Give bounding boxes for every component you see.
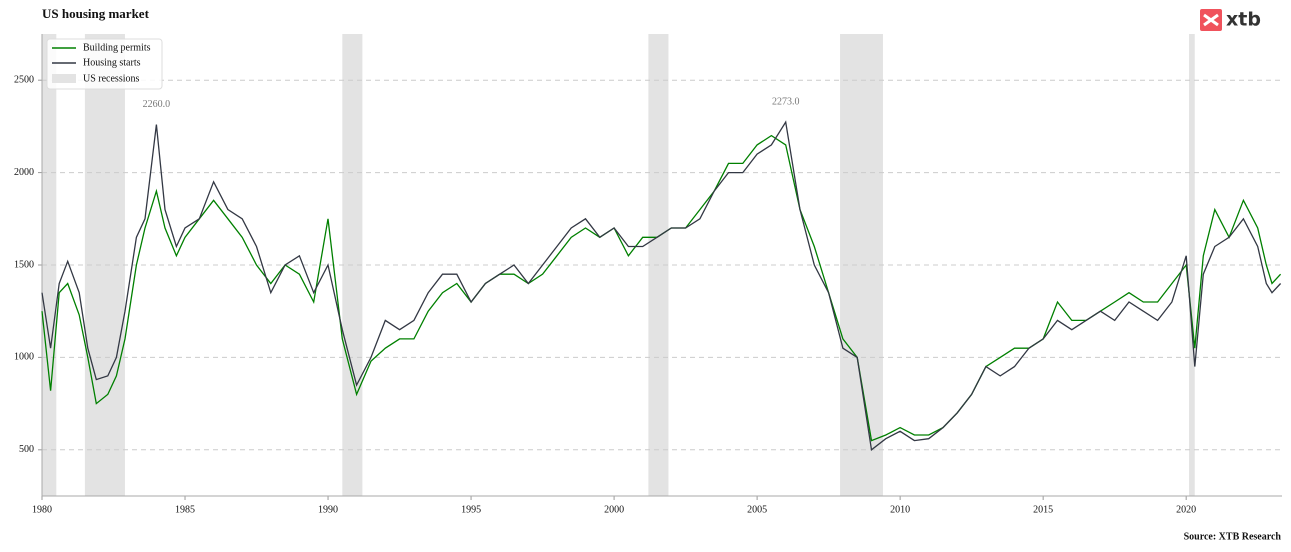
x-tick-label: 1990 bbox=[318, 504, 338, 515]
y-tick-label: 1000 bbox=[14, 352, 34, 363]
recession-band bbox=[1189, 34, 1195, 496]
x-tick-label: 2010 bbox=[890, 504, 910, 515]
logo-mark bbox=[1203, 13, 1219, 27]
legend-label: Building permits bbox=[83, 42, 151, 53]
chart-title: US housing market bbox=[42, 6, 150, 21]
y-tick-label: 2000 bbox=[14, 167, 34, 178]
plot-area: 500 1000 1500 2000 2500 1980 1985 1990 1995 2000 2… bbox=[14, 34, 1282, 515]
y-tick-label: 500 bbox=[19, 444, 34, 455]
x-tick-label: 2000 bbox=[604, 504, 624, 515]
legend: Building permits Housing starts US reces… bbox=[46, 38, 163, 90]
series-line bbox=[41, 120, 1282, 451]
source: Source: XTB Research bbox=[1184, 531, 1282, 542]
annotation: 2273.0 bbox=[772, 96, 800, 107]
y-tick-label: 1500 bbox=[14, 259, 34, 270]
logo-text: xtb bbox=[1226, 9, 1261, 31]
x-tick-label: 1995 bbox=[461, 504, 481, 515]
x-tick-label: 2015 bbox=[1033, 504, 1053, 515]
y-tick-label: 2500 bbox=[14, 74, 34, 85]
x-tick-label: 2020 bbox=[1176, 504, 1196, 515]
legend-patch bbox=[52, 74, 76, 83]
x-tick-label: 1980 bbox=[32, 504, 52, 515]
legend-label: Housing starts bbox=[83, 57, 141, 68]
recession-band bbox=[42, 34, 57, 496]
annotation: 2260.0 bbox=[143, 99, 171, 110]
legend-label: US recessions bbox=[83, 73, 139, 84]
x-tick-label: 1985 bbox=[175, 504, 195, 515]
x-tick-label: 2005 bbox=[747, 504, 767, 515]
